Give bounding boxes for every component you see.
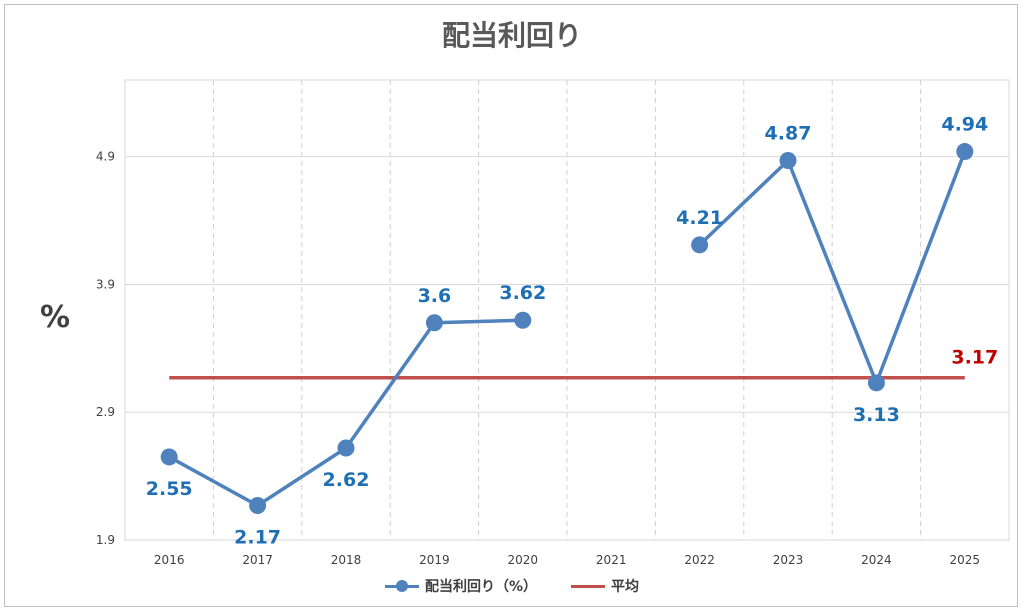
x-tick-label: 2020 — [508, 553, 539, 567]
yield-data-label: 3.13 — [853, 404, 900, 426]
x-tick-label: 2023 — [773, 553, 804, 567]
legend-item-average: 平均 — [571, 576, 639, 596]
yield-point — [425, 314, 443, 332]
yield-data-label: 2.62 — [323, 469, 370, 491]
yield-data-label: 4.21 — [676, 207, 723, 229]
x-tick-label: 2019 — [419, 553, 450, 567]
average-data-label: 3.17 — [951, 347, 998, 369]
legend-swatch-yield — [384, 579, 419, 593]
y-tick-label: 1.9 — [96, 533, 115, 547]
y-tick-label: 2.9 — [96, 405, 115, 419]
x-tick-label: 2021 — [596, 553, 627, 567]
yield-series-line — [698, 150, 967, 385]
yield-data-label: 2.55 — [146, 478, 193, 500]
chart-frame — [4, 4, 1018, 607]
x-tick-label: 2017 — [242, 553, 273, 567]
legend: 配当利回り（%） 平均 — [0, 576, 1024, 596]
legend-item-yield: 配当利回り（%） — [384, 576, 538, 596]
x-tick-label: 2024 — [861, 553, 892, 567]
yield-point — [337, 439, 355, 457]
x-tick-label: 2022 — [684, 553, 715, 567]
yield-data-label: 4.94 — [941, 114, 988, 136]
yield-point — [514, 311, 532, 329]
yield-data-label: 3.62 — [499, 282, 546, 304]
yield-point — [160, 448, 178, 466]
yield-point — [691, 236, 709, 254]
legend-label-yield: 配当利回り（%） — [424, 579, 538, 595]
yield-point — [249, 497, 267, 514]
yield-data-label: 4.87 — [765, 123, 812, 145]
legend-label-average: 平均 — [611, 579, 640, 595]
x-tick-label: 2016 — [154, 553, 185, 567]
y-tick-label: 4.9 — [96, 150, 115, 164]
yield-data-label: 3.6 — [418, 285, 452, 307]
chart-title: 配当利回り — [441, 19, 582, 52]
y-tick-label: 3.9 — [96, 277, 115, 291]
legend-swatch-average — [571, 579, 606, 593]
x-tick-label: 2018 — [331, 553, 362, 567]
yield-data-label: 2.17 — [234, 527, 281, 549]
x-tick-label: 2025 — [950, 553, 981, 567]
yield-point — [867, 374, 885, 392]
yield-point — [956, 143, 974, 161]
y-axis-label: % — [40, 300, 71, 335]
yield-point — [779, 152, 797, 169]
